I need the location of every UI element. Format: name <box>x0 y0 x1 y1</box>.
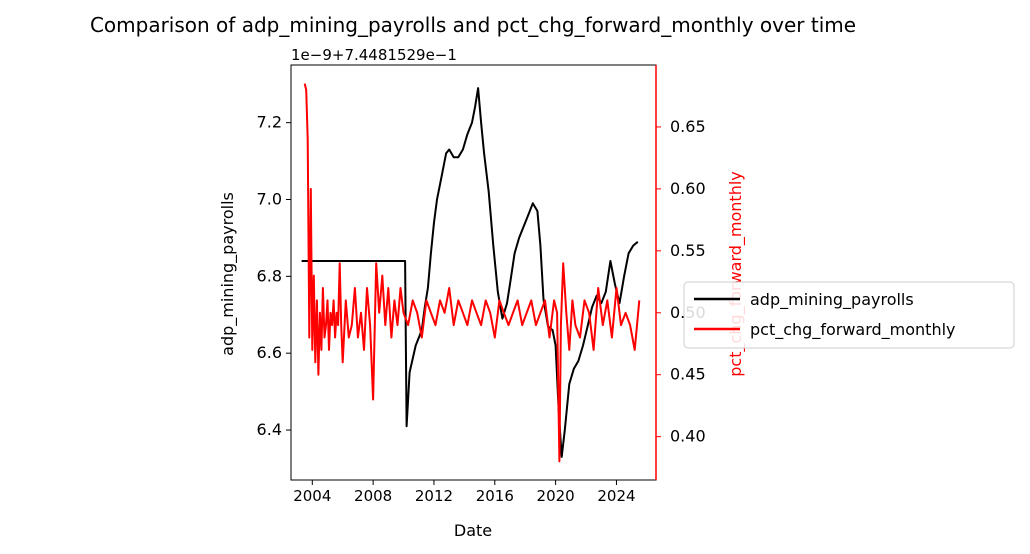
x-tick-label: 2008 <box>354 487 392 505</box>
y-axis-left: 6.4 6.6 6.8 7.0 7.2 <box>257 113 291 439</box>
chart-title: Comparison of adp_mining_payrolls and pc… <box>90 13 856 37</box>
y-right-tick-label: 0.55 <box>670 241 706 260</box>
x-tick-label: 2012 <box>415 487 453 505</box>
legend-label-adp-mining-payrolls: adp_mining_payrolls <box>750 290 914 310</box>
y-left-tick-label: 6.6 <box>257 343 282 362</box>
y-left-tick-label: 6.8 <box>257 266 282 285</box>
legend-box <box>683 281 1015 349</box>
y-left-offset-text: 1e−9+7.4481529e−1 <box>291 46 457 64</box>
plot-area <box>301 83 641 463</box>
series-line-adp-mining-payrolls <box>301 87 639 458</box>
y-right-tick-label: 0.45 <box>670 365 706 384</box>
y-axis-left-label: adp_mining_payrolls <box>218 192 238 356</box>
x-axis-label: Date <box>454 521 492 540</box>
x-tick-label: 2016 <box>476 487 514 505</box>
legend: adp_mining_payrolls pct_chg_forward_mont… <box>683 281 1015 349</box>
x-tick-label: 2020 <box>537 487 575 505</box>
y-right-tick-label: 0.65 <box>670 117 706 136</box>
y-right-tick-label: 0.60 <box>670 179 706 198</box>
y-left-tick-label: 7.0 <box>257 189 282 208</box>
y-left-tick-label: 6.4 <box>257 420 282 439</box>
x-tick-label: 2004 <box>293 487 331 505</box>
x-axis: 2004 2008 2012 2016 2020 2024 <box>293 480 636 505</box>
series-line-pct-chg-forward-monthly <box>303 83 641 463</box>
y-left-tick-label: 7.2 <box>257 113 282 132</box>
x-tick-label: 2024 <box>597 487 635 505</box>
y-right-tick-label: 0.40 <box>670 427 706 446</box>
legend-label-pct-chg-forward-monthly: pct_chg_forward_monthly <box>750 320 956 340</box>
